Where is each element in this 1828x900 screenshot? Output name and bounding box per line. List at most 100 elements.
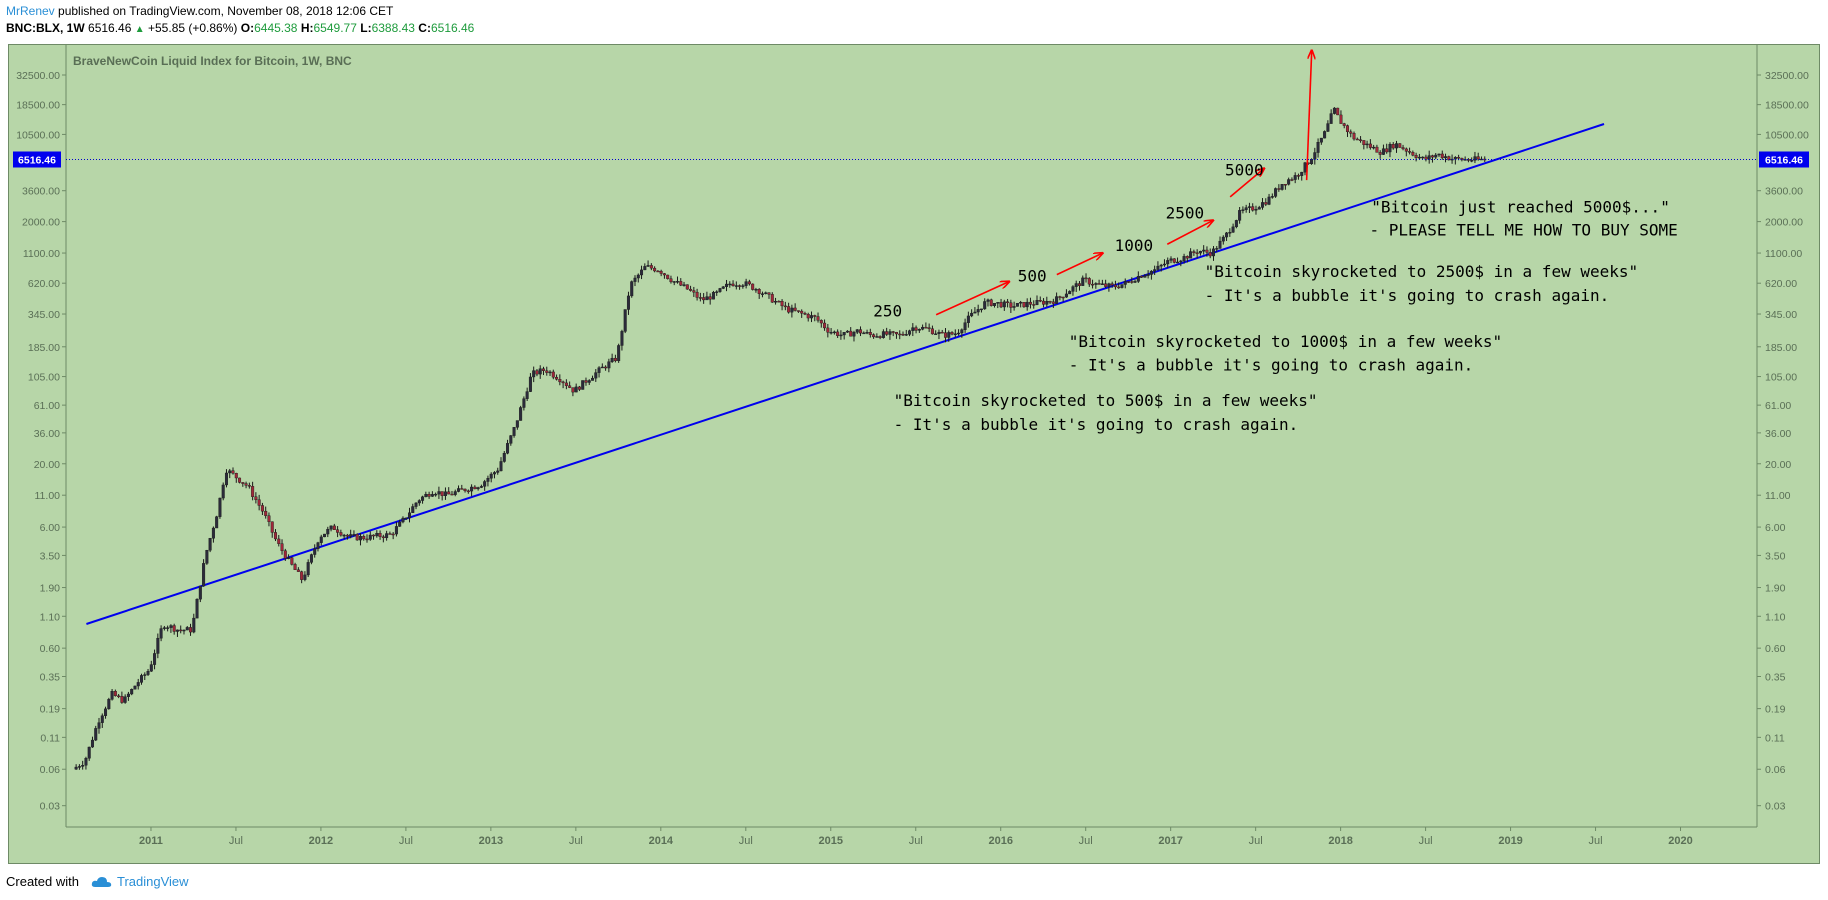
- candle-body: [754, 289, 758, 291]
- quote-annotation: - PLEASE TELL ME HOW TO BUY SOME: [1370, 221, 1678, 240]
- tradingview-brand-link[interactable]: TradingView: [116, 874, 189, 889]
- candle-body: [502, 452, 506, 462]
- candle-body: [633, 277, 637, 282]
- y-tick-label-left: 3.50: [40, 550, 61, 562]
- candle-body: [1300, 171, 1304, 176]
- candle-body: [855, 329, 859, 333]
- y-tick-label-left: 18500.00: [16, 100, 60, 112]
- y-tick-label-right: 345.00: [1765, 309, 1797, 321]
- candle-body: [793, 307, 797, 311]
- y-tick-label-right: 620.00: [1765, 278, 1797, 290]
- candle-body: [1424, 156, 1428, 160]
- y-tick-label-left: 32500.00: [16, 70, 60, 82]
- y-tick-label-right: 1.10: [1765, 611, 1786, 623]
- chart-svg[interactable]: BraveNewCoin Liquid Index for Bitcoin, 1…: [9, 45, 1821, 865]
- candle-body: [1110, 283, 1114, 286]
- y-tick-label-right: 3.50: [1765, 550, 1786, 562]
- chart-panel[interactable]: BraveNewCoin Liquid Index for Bitcoin, 1…: [8, 44, 1820, 864]
- candle-body: [251, 486, 255, 497]
- candle-body: [1130, 281, 1134, 283]
- candle-body: [957, 332, 961, 335]
- candle-body: [1019, 302, 1023, 304]
- candle-body: [604, 366, 608, 369]
- red-arrow: [1229, 168, 1264, 198]
- candle-body: [1012, 306, 1016, 308]
- candle-body: [1149, 270, 1153, 275]
- candle-body: [643, 266, 647, 271]
- candle-body: [332, 525, 336, 530]
- candle-body: [715, 291, 719, 293]
- candle-body: [787, 306, 791, 313]
- candle-body: [1071, 286, 1075, 292]
- candle-body: [1091, 283, 1095, 286]
- candle-body: [1133, 281, 1137, 283]
- tradingview-cloud-icon: [91, 876, 112, 887]
- candle-body: [617, 345, 621, 362]
- candle-body: [1234, 220, 1238, 228]
- candle-body: [607, 361, 611, 369]
- candle-body: [149, 664, 153, 672]
- author-link[interactable]: MrRenev: [6, 4, 55, 18]
- candle-body: [153, 653, 157, 665]
- candle-body: [185, 627, 189, 631]
- x-tick-label: 2011: [139, 835, 163, 847]
- candle-body: [1028, 301, 1032, 305]
- candle-body: [558, 379, 562, 383]
- candle-body: [473, 486, 477, 490]
- candle-body: [283, 550, 287, 559]
- candle-body: [859, 329, 863, 334]
- candle-body: [1329, 113, 1333, 124]
- candle-body: [1123, 281, 1127, 285]
- red-arrow: [1305, 50, 1312, 181]
- candle-body: [1257, 207, 1261, 210]
- candle-body: [852, 332, 856, 337]
- candle-body: [326, 528, 330, 535]
- candle-body: [646, 265, 650, 267]
- candle-body: [1391, 144, 1395, 149]
- y-tick-label-left: 345.00: [28, 309, 60, 321]
- quote-annotation: - It's a bubble it's going to crash agai…: [894, 415, 1299, 434]
- candle-body: [1408, 151, 1412, 153]
- candle-body: [492, 472, 496, 475]
- close-label: C:: [418, 21, 431, 35]
- candle-body: [1169, 258, 1173, 261]
- candle-body: [1352, 133, 1356, 140]
- candle-body: [120, 696, 124, 703]
- candle-body: [316, 542, 320, 550]
- candle-body: [365, 538, 369, 541]
- candle-body: [806, 314, 810, 319]
- candle-body: [904, 334, 908, 336]
- candle-body: [1084, 277, 1088, 280]
- candle-body: [296, 569, 300, 572]
- candle-body: [130, 689, 134, 695]
- candle-body: [388, 533, 392, 535]
- candle-body: [457, 488, 461, 492]
- candle-body: [349, 534, 353, 537]
- candle-body: [509, 435, 513, 444]
- candle-body: [1473, 156, 1477, 161]
- y-tick-label-left: 0.19: [40, 704, 61, 716]
- last-price-badge-right: [1759, 151, 1809, 168]
- candle-body: [1038, 300, 1042, 302]
- candle-body: [1221, 236, 1225, 242]
- y-tick-label-left: 61.00: [34, 400, 60, 412]
- last-price-badge-left: [13, 151, 61, 168]
- candle-body: [885, 331, 889, 335]
- candle-body: [1032, 304, 1036, 306]
- candle-body: [574, 386, 578, 393]
- candle-body: [166, 627, 170, 629]
- candle-body: [963, 322, 967, 330]
- candle-body: [1179, 260, 1183, 263]
- candle-body: [1277, 188, 1281, 190]
- candle-body: [587, 380, 591, 383]
- open-value: 6445.38: [254, 21, 298, 35]
- candle-body: [306, 562, 310, 576]
- candle-body: [97, 722, 101, 729]
- y-tick-label-right: 20.00: [1765, 459, 1791, 471]
- candle-body: [1146, 274, 1150, 276]
- y-tick-label-left: 1.10: [40, 611, 61, 623]
- candle-body: [107, 699, 111, 710]
- candle-body: [1476, 156, 1480, 160]
- candle-body: [803, 313, 807, 315]
- candle-body: [545, 370, 549, 373]
